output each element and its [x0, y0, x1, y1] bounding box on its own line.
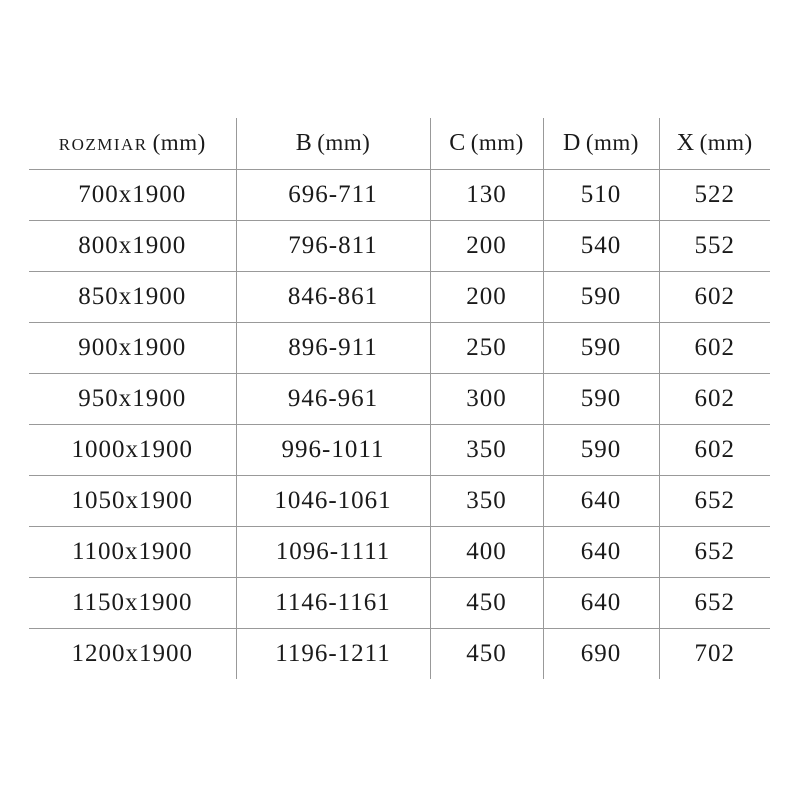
column-label: B [295, 130, 313, 156]
table-cell-c: 200 [429, 271, 544, 323]
table-cell-rozmiar: 1150x1900 [29, 577, 237, 629]
table-cell-x: 522 [658, 169, 770, 221]
table-cell-x: 652 [658, 475, 770, 527]
table-cell-c: 350 [429, 475, 544, 527]
table-cell-c: 300 [429, 373, 544, 425]
table-cell-b: 796-811 [235, 220, 431, 272]
table-cell-c: 130 [429, 169, 544, 221]
table-cell-x: 602 [658, 322, 770, 374]
table-cell-rozmiar: 1000x1900 [29, 424, 237, 476]
table-cell-c: 350 [429, 424, 544, 476]
column-unit: (mm) [585, 130, 639, 155]
table-cell-c: 200 [429, 220, 544, 272]
column-header-d: D (mm) [542, 118, 660, 170]
table-header: ROZMIAR (mm) B (mm) C (mm) D (mm) X (mm) [29, 118, 770, 170]
table-cell-d: 640 [542, 577, 660, 629]
table-cell-d: 640 [542, 475, 660, 527]
table-cell-rozmiar: 950x1900 [29, 373, 237, 425]
column-unit: (mm) [470, 130, 524, 155]
table-row: 950x1900 946-961 300 590 602 [29, 373, 770, 425]
table-row: 700x1900 696-711 130 510 522 [29, 169, 770, 221]
column-label: D [563, 130, 581, 156]
table-cell-rozmiar: 1050x1900 [29, 475, 237, 527]
column-unit: (mm) [152, 130, 206, 155]
table-cell-d: 590 [542, 322, 660, 374]
column-label: X [676, 130, 695, 156]
table-cell-x: 702 [658, 628, 770, 679]
table-cell-c: 400 [429, 526, 544, 578]
table-row: 1100x1900 1096-1111 400 640 652 [29, 526, 770, 578]
table-body: 700x1900 696-711 130 510 522 800x1900 796-811 2… [29, 169, 770, 679]
table-cell-x: 602 [658, 424, 770, 476]
table-row: 800x1900 796-811 200 540 552 [29, 220, 770, 272]
column-unit: (mm) [317, 130, 371, 155]
column-label: ROZMIAR [58, 135, 148, 154]
table-cell-b: 846-861 [235, 271, 431, 323]
table-cell-c: 450 [429, 628, 544, 679]
table-cell-rozmiar: 700x1900 [29, 169, 237, 221]
column-header-c: C (mm) [429, 118, 544, 170]
table-row: 1050x1900 1046-1061 350 640 652 [29, 475, 770, 527]
table-cell-d: 590 [542, 424, 660, 476]
table-row: 1000x1900 996-1011 350 590 602 [29, 424, 770, 476]
table-cell-rozmiar: 900x1900 [29, 322, 237, 374]
table-cell-d: 640 [542, 526, 660, 578]
table-cell-x: 652 [658, 526, 770, 578]
table-cell-b: 996-1011 [235, 424, 431, 476]
table-cell-d: 690 [542, 628, 660, 679]
column-header-x: X (mm) [658, 118, 770, 170]
column-unit: (mm) [699, 130, 753, 155]
table-cell-b: 1046-1061 [235, 475, 431, 527]
table-cell-x: 602 [658, 373, 770, 425]
table-cell-b: 946-961 [235, 373, 431, 425]
column-header-b: B (mm) [235, 118, 431, 170]
table-cell-rozmiar: 850x1900 [29, 271, 237, 323]
table-cell-rozmiar: 1200x1900 [29, 628, 237, 679]
table-cell-x: 602 [658, 271, 770, 323]
table-cell-b: 896-911 [235, 322, 431, 374]
table-cell-c: 450 [429, 577, 544, 629]
table-cell-d: 590 [542, 373, 660, 425]
table-cell-b: 1146-1161 [235, 577, 431, 629]
table-cell-b: 1196-1211 [235, 628, 431, 679]
table-cell-x: 652 [658, 577, 770, 629]
table-cell-d: 510 [542, 169, 660, 221]
table-cell-x: 552 [658, 220, 770, 272]
table-row: 1150x1900 1146-1161 450 640 652 [29, 577, 770, 629]
table-cell-c: 250 [429, 322, 544, 374]
table-cell-b: 696-711 [235, 169, 431, 221]
table-cell-b: 1096-1111 [235, 526, 431, 578]
table-cell-d: 540 [542, 220, 660, 272]
table-cell-rozmiar: 1100x1900 [29, 526, 237, 578]
column-header-rozmiar: ROZMIAR (mm) [29, 118, 237, 170]
table-cell-rozmiar: 800x1900 [29, 220, 237, 272]
table-row: 850x1900 846-861 200 590 602 [29, 271, 770, 323]
table-row: 900x1900 896-911 250 590 602 [29, 322, 770, 374]
header-row: ROZMIAR (mm) B (mm) C (mm) D (mm) X (mm) [29, 118, 770, 170]
table-row: 1200x1900 1196-1211 450 690 702 [29, 628, 770, 679]
table-cell-d: 590 [542, 271, 660, 323]
column-label: C [449, 130, 466, 156]
size-spec-table: ROZMIAR (mm) B (mm) C (mm) D (mm) X (mm) 700x1900… [29, 118, 770, 679]
